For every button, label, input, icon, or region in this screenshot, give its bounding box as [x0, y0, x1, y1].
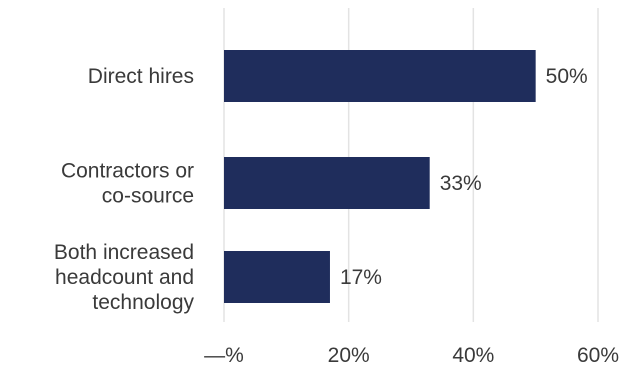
bar-0 — [224, 50, 536, 102]
bar-2 — [224, 251, 330, 303]
x-tick-label-20: 20% — [328, 344, 370, 367]
category-label-0: Direct hires — [88, 65, 194, 88]
category-labels: Direct hires Contractors or co-source Both … — [54, 65, 195, 314]
category-label-1: Contractors or co-source — [61, 160, 194, 208]
bar-1 — [224, 157, 430, 209]
x-axis-tick-labels: —% 20% 40% 60% — [204, 344, 619, 367]
bars — [224, 50, 536, 303]
data-label-0: 50% — [546, 65, 588, 88]
x-tick-label-0: —% — [204, 344, 244, 367]
data-labels: 50% 33% 17% — [340, 65, 588, 289]
x-tick-label-40: 40% — [452, 344, 494, 367]
data-label-2: 17% — [340, 266, 382, 289]
x-tick-label-60: 60% — [577, 344, 619, 367]
category-label-2: Both increased headcount and technology — [54, 241, 195, 314]
data-label-1: 33% — [440, 172, 482, 195]
